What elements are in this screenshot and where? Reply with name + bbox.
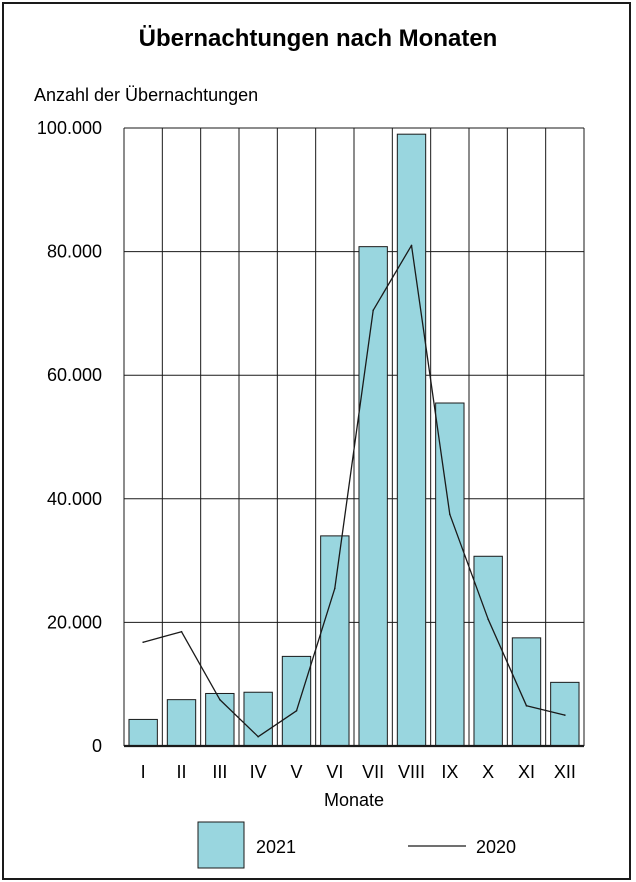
bar-2021-VI bbox=[320, 535, 350, 747]
line-2020 bbox=[142, 244, 566, 738]
legend-swatch-2021 bbox=[197, 821, 245, 869]
bar-2021-XII bbox=[550, 681, 580, 747]
grid bbox=[123, 127, 585, 747]
point-2020-V bbox=[295, 709, 298, 712]
x-tick-label-II: II bbox=[176, 762, 186, 782]
legend: 2021 2020 bbox=[197, 821, 516, 869]
y-tick-label-4: 80.000 bbox=[47, 242, 102, 262]
bars-2021 bbox=[128, 133, 580, 747]
bar-2021-III bbox=[205, 692, 235, 747]
y-tick-label-5: 100.000 bbox=[37, 118, 102, 138]
y-tick-labels: 0 20.000 40.000 60.000 80.000 100.000 bbox=[37, 118, 102, 756]
y-axis-label: Anzahl der Übernachtungen bbox=[34, 85, 258, 105]
x-tick-labels: I II III IV V VI VII VIII IX X XI XII bbox=[141, 762, 576, 782]
bar-2021-IV bbox=[243, 691, 273, 747]
y-tick-label-1: 20.000 bbox=[47, 612, 102, 632]
legend-label-2021: 2021 bbox=[256, 837, 296, 857]
x-tick-label-VII: VII bbox=[362, 762, 384, 782]
bar-2021-XI bbox=[511, 637, 542, 747]
x-tick-label-XII: XII bbox=[554, 762, 576, 782]
bar-2021-V bbox=[281, 655, 312, 747]
y-tick-label-0: 0 bbox=[92, 736, 102, 756]
x-tick-label-X: X bbox=[482, 762, 494, 782]
x-axis-label: Monate bbox=[324, 790, 384, 810]
point-2020-VII bbox=[372, 309, 374, 312]
point-2020-II bbox=[180, 630, 183, 633]
point-2020-IX bbox=[449, 513, 451, 516]
bar-2021-IX bbox=[435, 402, 465, 747]
bar-2021-I bbox=[128, 718, 158, 747]
y-tick-label-3: 60.000 bbox=[47, 365, 102, 385]
x-tick-label-XI: XI bbox=[518, 762, 535, 782]
bar-2021-X bbox=[473, 555, 503, 747]
x-tick-label-I: I bbox=[141, 762, 146, 782]
bar-2021-VII bbox=[358, 246, 388, 747]
bar-2021-VIII bbox=[396, 133, 427, 747]
axes bbox=[123, 128, 584, 748]
x-tick-label-V: V bbox=[290, 762, 302, 782]
y-tick-label-2: 40.000 bbox=[47, 489, 102, 509]
point-2020-I bbox=[142, 641, 144, 643]
point-2020-IV bbox=[257, 735, 259, 738]
bar-2021-II bbox=[166, 699, 197, 747]
x-tick-label-IV: IV bbox=[250, 762, 267, 782]
chart-title: Übernachtungen nach Monaten bbox=[139, 25, 498, 52]
point-2020-XI bbox=[525, 705, 528, 707]
point-2020-III bbox=[219, 698, 221, 701]
x-tick-label-IX: IX bbox=[441, 762, 458, 782]
line-2020-path bbox=[143, 244, 565, 738]
point-2020-X bbox=[487, 618, 489, 621]
point-2020-VI bbox=[334, 587, 336, 590]
legend-label-2020: 2020 bbox=[476, 837, 516, 857]
x-tick-label-VI: VI bbox=[326, 762, 343, 782]
x-tick-label-VIII: VIII bbox=[398, 762, 425, 782]
point-2020-XII bbox=[564, 714, 566, 716]
x-tick-label-III: III bbox=[212, 762, 227, 782]
point-2020-VIII bbox=[410, 244, 413, 247]
